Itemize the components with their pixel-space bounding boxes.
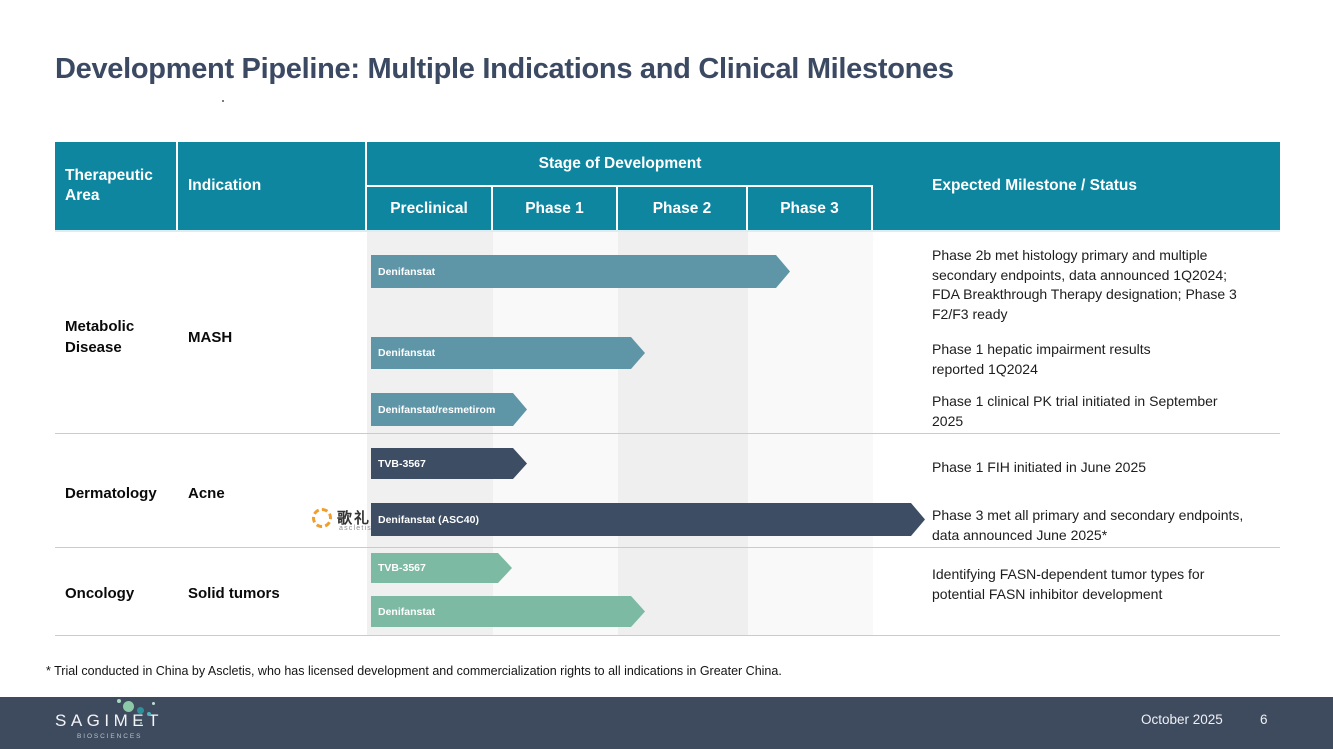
program-arrow-denifanstat-asc40: Denifanstat (ASC40) — [371, 503, 925, 536]
logo-dot-icon — [140, 722, 142, 724]
ascletis-logo-cjk: 歌礼 — [337, 510, 372, 527]
indication-label: Acne — [188, 485, 225, 502]
program-arrow-label: Denifanstat — [378, 347, 436, 359]
program-arrow-label: Denifanstat (ASC40) — [378, 513, 479, 526]
therapeutic-area-label: Metabolic Disease — [65, 318, 135, 356]
milestone-text: Phase 2b met histology primary and multi… — [932, 247, 1237, 322]
milestone-text: Phase 1 clinical PK trial initiated in S… — [932, 393, 1218, 429]
logo-dot-icon — [117, 699, 121, 703]
header-cell-preclinical: Preclinical — [367, 187, 491, 230]
program-arrow-denifanstat-oncology: Denifanstat — [371, 596, 645, 627]
header-cell-phase-2: Phase 2 — [618, 187, 746, 230]
therapeutic-area-label: Dermatology — [65, 485, 157, 502]
logo-dot-icon — [123, 701, 134, 712]
section-divider — [55, 547, 1280, 548]
sagimet-wordmark-sub: BIOSCIENCES — [77, 733, 143, 740]
indication-label: MASH — [188, 329, 233, 346]
stray-period-artifact — [222, 100, 224, 102]
footer-date: October 2025 — [1141, 712, 1223, 727]
header-bottom-strip — [55, 230, 1280, 232]
indication-label: Solid tumors — [188, 585, 280, 602]
program-arrow-label: TVB-3567 — [378, 457, 426, 470]
program-arrow-denifanstat-mash-phase2b: Denifanstat — [371, 255, 790, 288]
program-arrow-denifanstat-hepatic: Denifanstat — [371, 337, 645, 369]
table-bottom-divider — [55, 635, 1280, 636]
logo-dot-icon — [137, 707, 144, 714]
ascletis-ring-icon — [312, 508, 332, 528]
program-arrow-label: Denifanstat — [378, 605, 436, 618]
program-arrow-label: Denifanstat — [378, 265, 436, 278]
section-divider — [55, 433, 1280, 434]
header-cell-phase-1: Phase 1 — [493, 187, 616, 230]
program-arrow-denifanstat-resmetirom: Denifanstat/resmetirom — [371, 393, 527, 426]
header-cell-phase-3: Phase 3 — [748, 187, 871, 230]
footer-bar: SAGIMET BIOSCIENCES October 2025 6 — [0, 697, 1333, 749]
program-arrow-label: TVB-3567 — [378, 562, 426, 574]
ascletis-partner-logo: 歌礼 ascletis — [310, 505, 374, 535]
program-arrow-tvb3567-acne: TVB-3567 — [371, 448, 527, 479]
milestone-text: Identifying FASN-dependent tumor types f… — [932, 566, 1205, 602]
sagimet-wordmark: SAGIMET — [55, 711, 164, 730]
milestone-text: Phase 1 FIH initiated in June 2025 — [932, 459, 1147, 475]
header-cell-stage-of-development: Stage of Development — [367, 142, 873, 185]
therapeutic-area-label: Oncology — [65, 585, 135, 602]
header-cell-therapeutic-area: Therapeutic Area — [55, 142, 176, 230]
program-arrow-tvb3567-oncology: TVB-3567 — [371, 553, 512, 583]
ascletis-logo-latin: ascletis — [339, 525, 372, 532]
milestone-text: Phase 3 met all primary and secondary en… — [932, 507, 1244, 543]
page-title: Development Pipeline: Multiple Indicatio… — [55, 53, 954, 85]
header-cell-expected-milestone: Expected Milestone / Status — [873, 142, 1280, 230]
footer-page-number: 6 — [1260, 712, 1268, 727]
header-cell-indication: Indication — [178, 142, 365, 230]
logo-dot-icon — [152, 702, 155, 705]
footnote: * Trial conducted in China by Ascletis, … — [46, 664, 782, 678]
milestone-text: Phase 1 hepatic impairment results repor… — [932, 341, 1151, 377]
logo-dot-icon — [147, 712, 151, 716]
program-arrow-label: Denifanstat/resmetirom — [378, 403, 496, 416]
